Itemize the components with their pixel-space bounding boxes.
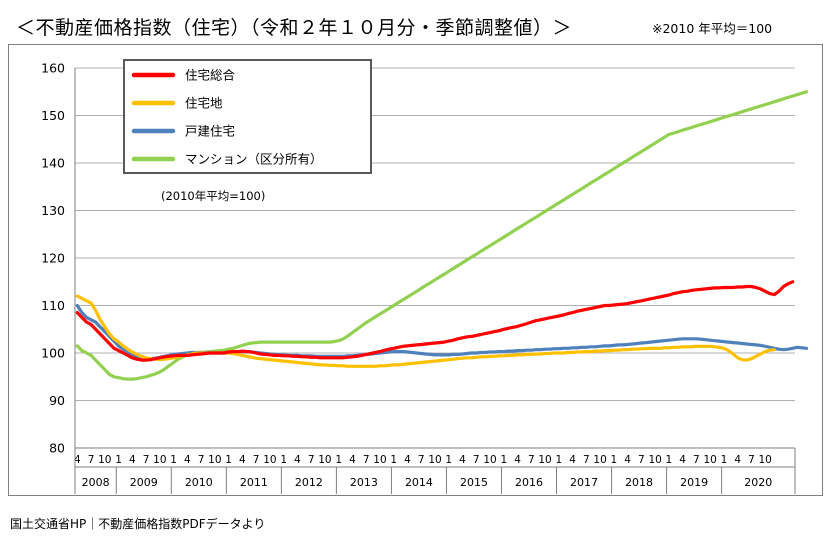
x-tick-label: 10 [98,454,111,466]
legend-box [123,59,372,174]
x-tick-label: 10 [759,454,772,466]
y-tick-label: 120 [41,251,65,266]
x-tick-label: 4 [459,454,466,466]
year-label: 2016 [515,476,543,489]
title-block: ＜不動産価格指数（住宅）（令和２年１０月分・季節調整値）＞ ※2010 年平均＝… [10,8,825,44]
x-tick-label: 7 [143,454,150,466]
x-tick-label: 1 [225,454,232,466]
legend-label: 住宅総合 [185,68,236,83]
x-tick-label: 7 [528,454,535,466]
x-tick-label: 4 [184,454,191,466]
legend-label: マンション（区分所有） [185,152,323,167]
x-tick-label: 7 [363,454,370,466]
x-tick-label: 1 [390,454,397,466]
x-tick-label: 4 [129,454,136,466]
y-tick-label: 100 [41,346,65,361]
x-tick-label: 10 [593,454,606,466]
x-tick-label: 7 [88,454,95,466]
year-label: 2018 [625,476,653,489]
page-title: ＜不動産価格指数（住宅）（令和２年１０月分・季節調整値）＞ [16,17,573,39]
y-tick-label: 130 [41,203,65,218]
x-tick-label: 1 [721,454,728,466]
source-note: 国土交通省HP｜不動産価格指数PDFデータより [10,517,266,531]
x-tick-label: 7 [473,454,480,466]
legend-label: 戸建住宅 [185,124,235,139]
x-tick-label: 10 [373,454,386,466]
x-tick-label: 10 [263,454,276,466]
series-line [75,303,809,361]
x-tick-label: 4 [239,454,246,466]
year-label: 2019 [680,476,708,489]
base-note: ※2010 年平均＝100 [652,21,773,36]
x-tick-label: 7 [253,454,260,466]
y-tick-label: 80 [49,441,65,456]
x-tick-label: 1 [335,454,342,466]
year-label: 2009 [130,476,158,489]
x-tick-label: 1 [115,454,122,466]
x-tick-label: 10 [538,454,551,466]
x-tick-label: 7 [638,454,645,466]
x-tick-label: 1 [555,454,562,466]
x-tick-label: 10 [208,454,221,466]
x-tick-label: 1 [170,454,177,466]
x-tick-label: 10 [648,454,661,466]
x-tick-label: 1 [445,454,452,466]
y-tick-label: 160 [41,61,65,76]
x-tick-label: 7 [198,454,205,466]
series-line [75,280,795,362]
year-label: 2017 [570,476,598,489]
x-tick-label: 4 [514,454,521,466]
x-tick-label: 10 [703,454,716,466]
year-label: 2014 [405,476,433,489]
x-tick-label: 7 [748,454,755,466]
x-tick-label: 1 [280,454,287,466]
x-tick-label: 10 [153,454,166,466]
x-tick-label: 10 [318,454,331,466]
year-label: 2013 [350,476,378,489]
y-tick-label: 150 [41,108,65,123]
x-tick-label: 7 [583,454,590,466]
y-tick-label: 90 [49,393,65,408]
x-tick-label: 4 [404,454,411,466]
x-tick-label: 7 [308,454,315,466]
chart-inner-note: (2010年平均=100) [161,189,265,203]
legend-label: 住宅地 [185,96,223,111]
year-label: 2020 [744,476,772,489]
x-tick-label: 4 [734,454,741,466]
x-tick-label: 4 [624,454,631,466]
y-tick-label: 140 [41,156,65,171]
x-tick-label: 4 [569,454,576,466]
year-label: 2008 [82,476,110,489]
year-label: 2012 [295,476,323,489]
x-tick-label: 1 [666,454,673,466]
x-tick-label: 1 [611,454,618,466]
year-label: 2011 [240,476,268,489]
x-tick-label: 7 [693,454,700,466]
x-tick-label: 10 [428,454,441,466]
year-label: 2015 [460,476,488,489]
x-tick-label: 4 [679,454,686,466]
x-tick-label: 4 [349,454,356,466]
chart-frame: 80 90 100 110 120 130 140 150 160 4 7 10 2008 1 4 7 10 20… [8,44,823,496]
year-label: 2010 [185,476,213,489]
x-tick-label: 4 [294,454,301,466]
x-tick-label: 1 [500,454,507,466]
x-tick-label: 10 [483,454,496,466]
y-tick-label: 110 [41,298,65,313]
x-tick-label: 4 [74,454,81,466]
x-tick-label: 7 [418,454,425,466]
